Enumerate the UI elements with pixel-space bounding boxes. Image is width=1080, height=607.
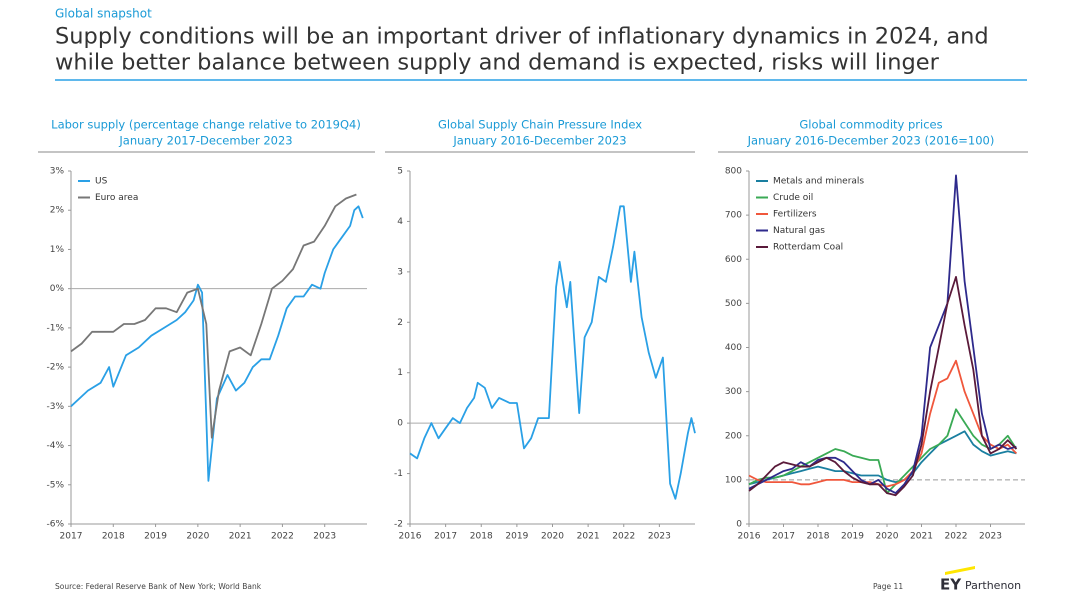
series-line bbox=[70, 205, 364, 482]
y-tick-label: -6% bbox=[46, 520, 64, 530]
legend-label: Euro area bbox=[95, 193, 138, 203]
y-tick-label: 500 bbox=[725, 299, 742, 309]
legend-label: Natural gas bbox=[773, 226, 825, 236]
y-tick-label: 800 bbox=[725, 167, 742, 177]
y-tick-label: 4 bbox=[397, 217, 403, 227]
chart-subtitle: January 2017-December 2023 bbox=[118, 134, 292, 148]
series-line bbox=[409, 205, 696, 500]
x-tick-label: 2021 bbox=[229, 532, 252, 542]
x-tick-label: 2017 bbox=[772, 532, 795, 542]
series-line bbox=[748, 359, 1018, 488]
y-tick-label: -4% bbox=[46, 441, 64, 451]
x-tick-label: 2016 bbox=[399, 532, 422, 542]
y-tick-label: -1% bbox=[46, 323, 64, 333]
y-tick-label: 2% bbox=[50, 206, 65, 216]
legend-label: Metals and minerals bbox=[773, 177, 864, 187]
y-tick-label: 0 bbox=[397, 419, 403, 429]
x-tick-label: 2022 bbox=[612, 532, 635, 542]
y-tick-label: -2% bbox=[46, 363, 64, 373]
x-tick-label: 2016 bbox=[738, 532, 761, 542]
y-tick-label: 100 bbox=[725, 475, 742, 485]
legend-label: US bbox=[95, 177, 108, 187]
y-tick-label: 5 bbox=[397, 167, 403, 177]
chart-title: Labor supply (percentage change relative… bbox=[51, 118, 361, 132]
y-tick-label: 2 bbox=[397, 318, 403, 328]
chart-title: Global Supply Chain Pressure Index bbox=[438, 118, 642, 132]
y-tick-label: -3% bbox=[46, 402, 64, 412]
x-tick-label: 2017 bbox=[434, 532, 457, 542]
x-tick-label: 2020 bbox=[876, 532, 899, 542]
slide-title-line: Supply conditions will be an important d… bbox=[55, 24, 989, 50]
x-tick-label: 2023 bbox=[648, 532, 671, 542]
y-tick-label: 1 bbox=[397, 368, 403, 378]
x-tick-label: 2019 bbox=[841, 532, 864, 542]
section-label: Global snapshot bbox=[55, 7, 152, 21]
series-line bbox=[748, 174, 1017, 494]
source-note: Source: Federal Reserve Bank of New York… bbox=[55, 582, 262, 591]
logo-mark: EY bbox=[940, 576, 962, 594]
x-tick-label: 2019 bbox=[505, 532, 528, 542]
chart-subtitle: January 2016-December 2023 (2016=100) bbox=[747, 134, 995, 148]
logo-text: Parthenon bbox=[965, 579, 1021, 592]
y-tick-label: 200 bbox=[725, 431, 742, 441]
y-tick-label: 0 bbox=[736, 520, 742, 530]
x-tick-label: 2019 bbox=[144, 532, 167, 542]
y-tick-label: -5% bbox=[46, 480, 64, 490]
legend-label: Crude oil bbox=[773, 193, 813, 203]
logo-bar bbox=[945, 566, 975, 575]
y-tick-label: 3% bbox=[50, 167, 65, 177]
y-tick-label: 300 bbox=[725, 387, 742, 397]
x-tick-label: 2022 bbox=[271, 532, 294, 542]
chart-subtitle: January 2016-December 2023 bbox=[452, 134, 626, 148]
series-line bbox=[748, 408, 1018, 494]
y-tick-label: 0% bbox=[50, 284, 65, 294]
y-tick-label: 400 bbox=[725, 343, 742, 353]
legend-label: Fertilizers bbox=[773, 210, 817, 220]
series-line bbox=[748, 276, 1018, 497]
y-tick-label: 700 bbox=[725, 211, 742, 221]
x-tick-label: 2018 bbox=[470, 532, 493, 542]
page-number: Page 11 bbox=[873, 582, 903, 591]
x-tick-label: 2023 bbox=[979, 532, 1002, 542]
x-tick-label: 2023 bbox=[313, 532, 336, 542]
x-tick-label: 2020 bbox=[541, 532, 564, 542]
x-tick-label: 2018 bbox=[807, 532, 830, 542]
y-tick-label: 1% bbox=[50, 245, 65, 255]
slide-title-line: while better balance between supply and … bbox=[55, 50, 940, 76]
x-tick-label: 2018 bbox=[102, 532, 125, 542]
x-tick-label: 2017 bbox=[60, 532, 83, 542]
chart-title: Global commodity prices bbox=[799, 118, 942, 132]
legend-label: Rotterdam Coal bbox=[773, 243, 843, 253]
x-tick-label: 2020 bbox=[186, 532, 209, 542]
y-tick-label: -2 bbox=[394, 520, 403, 530]
series-line bbox=[70, 193, 357, 439]
x-tick-label: 2021 bbox=[577, 532, 600, 542]
y-tick-label: -1 bbox=[394, 469, 403, 479]
x-tick-label: 2022 bbox=[945, 532, 968, 542]
y-tick-label: 600 bbox=[725, 255, 742, 265]
y-tick-label: 3 bbox=[397, 267, 403, 277]
x-tick-label: 2021 bbox=[910, 532, 933, 542]
